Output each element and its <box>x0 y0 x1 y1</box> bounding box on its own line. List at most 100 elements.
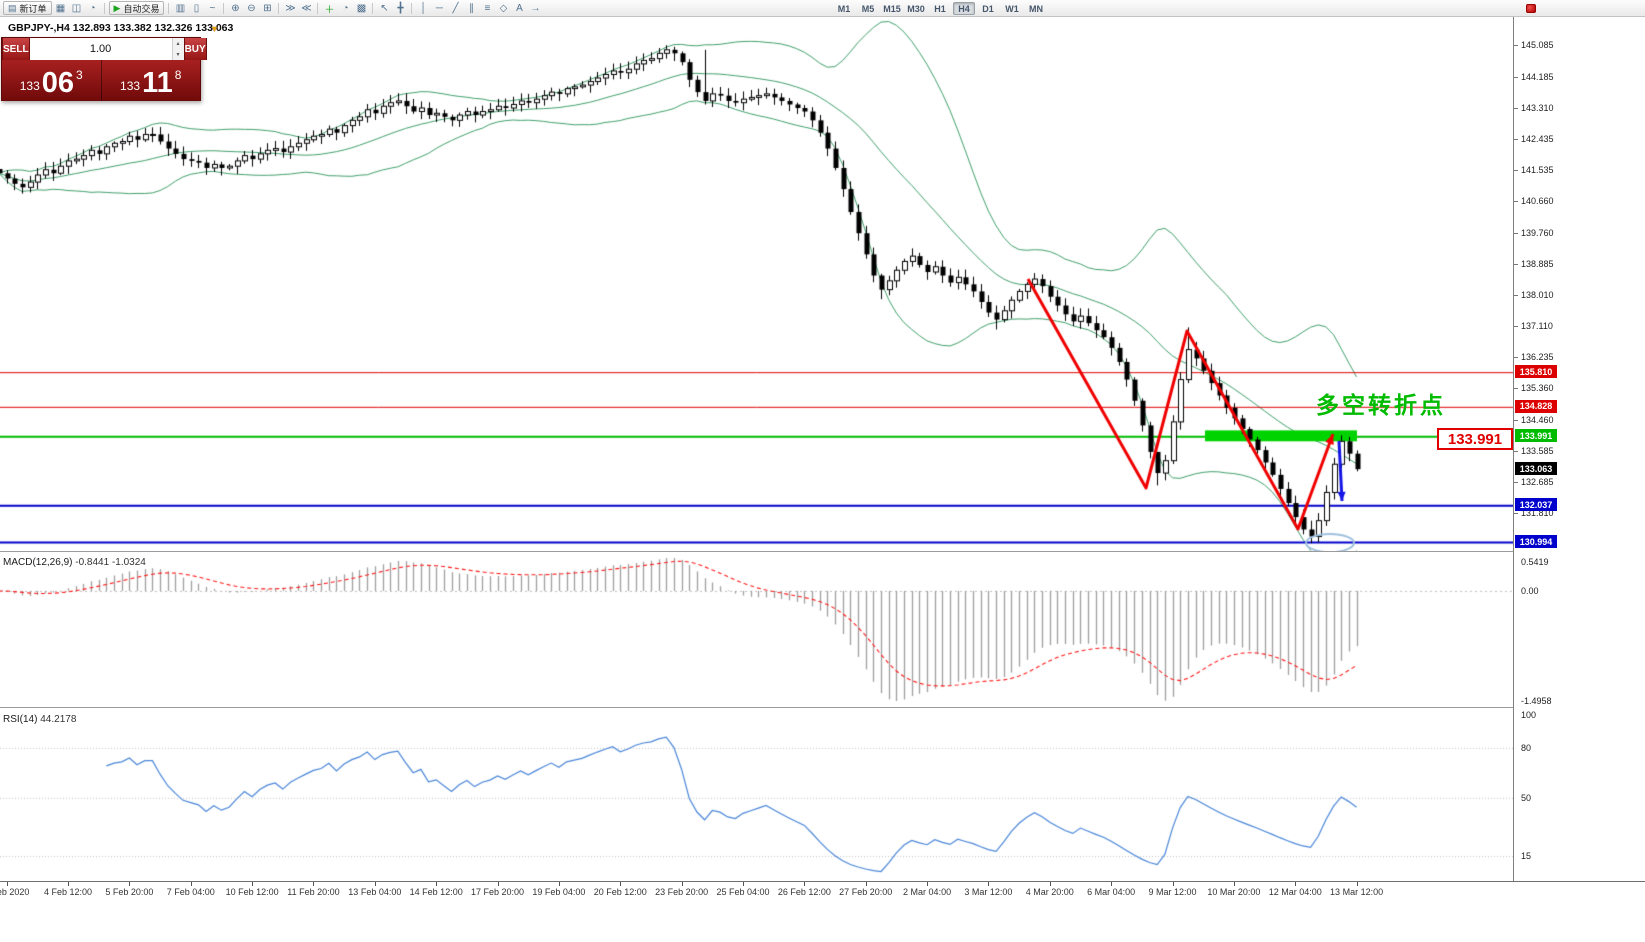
timeframe-button-m5[interactable]: M5 <box>861 3 875 14</box>
timeframe-button-m15[interactable]: M15 <box>883 3 901 14</box>
cursor-icon[interactable]: ↖ <box>380 2 389 14</box>
fibonacci-icon[interactable]: ≡ <box>484 2 491 14</box>
buy-price-display[interactable]: 133 11 8 <box>102 60 201 101</box>
history-center-icon[interactable]: ◔ <box>89 2 96 14</box>
trendline-icon[interactable]: ╱ <box>452 2 459 14</box>
toolbar-left-groups: ▤ 新订单 ▦ ◫ ◔ ▶ 自动交易 ▥ ▯ ~ ⊕ ⊖ ⊞ ≫ ≪ ＋ ◔ ▩ ↖ ╋ │ ─ ╱ ∥ ≡ ◇ A → <box>0 0 543 17</box>
panel-separator[interactable] <box>0 551 1645 552</box>
axis-tick <box>1514 388 1518 390</box>
timeframe-button-w1[interactable]: W1 <box>1005 3 1019 14</box>
horizontal-line-icon[interactable]: ─ <box>435 2 444 14</box>
arrows-icon[interactable]: → <box>530 2 541 14</box>
axis-tick <box>1514 232 1518 234</box>
axis-tick <box>1514 419 1518 421</box>
toolbar-separator <box>168 2 170 14</box>
shapes-icon[interactable]: ◇ <box>499 2 508 14</box>
axis-tick <box>1514 326 1518 328</box>
price-axis-tick: 132.685 <box>1521 477 1554 488</box>
axis-tick <box>1514 513 1518 515</box>
volume-increase-button[interactable]: ▴ <box>172 38 184 49</box>
timeframe-toolbar: M1 M5 M15 M30 H1 H4 D1 W1 MN <box>832 0 1048 17</box>
time-axis-tick <box>252 882 254 886</box>
hline-price-marker: 133.991 <box>1515 429 1557 443</box>
indicators-icon[interactable]: ＋ <box>324 4 335 16</box>
price-axis-tick: 143.310 <box>1521 102 1554 113</box>
sell-price-display[interactable]: 133 06 3 <box>2 60 101 101</box>
line-chart-icon[interactable]: ~ <box>209 2 216 14</box>
axis-tick <box>1514 450 1518 452</box>
volume-box: ▴ ▾ <box>29 38 184 60</box>
time-axis-tick <box>865 882 867 886</box>
time-axis-label: 6 Mar 04:00 <box>1087 887 1136 897</box>
chart-window-icon[interactable]: ▦ <box>55 2 66 14</box>
time-axis-tick <box>68 882 70 886</box>
candlestick-chart-icon[interactable]: ▯ <box>193 2 200 14</box>
time-axis-label: 26 Feb 12:00 <box>777 887 831 897</box>
price-axis-tick: 145.085 <box>1521 40 1554 51</box>
timeframe-button-m1[interactable]: M1 <box>837 3 851 14</box>
sell-price-big: 06 <box>41 67 75 99</box>
panel-separator[interactable] <box>0 707 1645 708</box>
volume-input[interactable] <box>29 38 172 60</box>
volume-spinner: ▴ ▾ <box>171 38 184 60</box>
toolbar-separator <box>278 2 280 14</box>
axis-tick <box>1514 201 1518 203</box>
rsi-canvas[interactable] <box>0 708 1513 881</box>
axis-tick <box>1514 357 1518 359</box>
timeframe-button-h4[interactable]: H4 <box>953 2 975 15</box>
hline-price-marker: 132.037 <box>1515 498 1557 512</box>
chart-shift-icon[interactable]: ≪ <box>301 2 312 14</box>
price-axis-tick: 138.010 <box>1521 289 1554 300</box>
zoom-out-icon[interactable]: ⊖ <box>247 2 256 14</box>
market-watch-icon[interactable]: ◫ <box>71 2 82 14</box>
price-callout: 133.991 <box>1437 428 1513 450</box>
vertical-line-icon[interactable]: │ <box>420 2 427 14</box>
price-axis[interactable]: 145.085 144.185 143.310 142.435 141.535 140.6… <box>1513 17 1645 882</box>
timeframe-button-h1[interactable]: H1 <box>934 3 946 14</box>
volume-decrease-button[interactable]: ▾ <box>172 49 184 60</box>
crosshair-icon[interactable]: ╋ <box>397 2 404 14</box>
bar-chart-icon[interactable]: ▥ <box>175 2 186 14</box>
timeframe-button-m30[interactable]: M30 <box>907 3 925 14</box>
time-axis-tick <box>742 882 744 886</box>
time-axis-tick <box>6 882 8 886</box>
sell-button[interactable]: SELL <box>2 38 30 60</box>
rsi-axis-label: 100 <box>1521 709 1537 720</box>
price-axis-tick: 141.535 <box>1521 165 1554 176</box>
zoom-in-icon[interactable]: ⊕ <box>231 2 240 14</box>
time-axis-label: 4 Mar 20:00 <box>1025 887 1074 897</box>
tile-windows-icon[interactable]: ⊞ <box>263 2 272 14</box>
new-order-icon[interactable]: ▤ 新订单 <box>3 1 52 15</box>
buy-price-prefix: 133 <box>120 79 141 93</box>
toolbar-separator <box>372 2 374 14</box>
axis-tick <box>1514 263 1518 265</box>
time-axis-tick <box>620 882 622 886</box>
time-axis-label: 25 Feb 04:00 <box>716 887 770 897</box>
auto-trading-icon[interactable]: ▶ 自动交易 <box>108 1 165 15</box>
auto-scroll-icon[interactable]: ≫ <box>285 2 296 14</box>
time-axis-tick <box>681 882 683 886</box>
time-axis[interactable]: 3 Feb 2020 4 Feb 12:00 5 Feb 20:00 7 Feb 04… <box>0 881 1645 913</box>
periods-icon[interactable]: ◔ <box>342 2 349 14</box>
toolbar: ▤ 新订单 ▦ ◫ ◔ ▶ 自动交易 ▥ ▯ ~ ⊕ ⊖ ⊞ ≫ ≪ ＋ ◔ ▩ ↖ ╋ │ ─ ╱ ∥ ≡ ◇ A → M1 M5 M1… <box>0 0 1645 17</box>
main-chart-canvas[interactable] <box>0 17 1513 551</box>
price-axis-tick: 131.810 <box>1521 508 1554 519</box>
one-click-panel-toggle-icon[interactable]: ▾ <box>212 24 218 35</box>
time-axis-tick <box>436 882 438 886</box>
time-axis-label: 11 Feb 20:00 <box>287 887 340 897</box>
time-axis-label: 7 Feb 04:00 <box>166 887 215 897</box>
toolbar-separator <box>411 2 413 14</box>
macd-canvas[interactable] <box>0 552 1513 707</box>
equidistant-channel-icon[interactable]: ∥ <box>468 2 474 14</box>
alert-icon[interactable] <box>1526 4 1536 13</box>
time-axis-tick <box>129 882 131 886</box>
text-icon[interactable]: A <box>516 2 523 14</box>
timeframe-button-d1[interactable]: D1 <box>982 3 994 14</box>
new-order-icon: ▤ <box>8 2 17 13</box>
time-axis-tick <box>1049 882 1051 886</box>
time-axis-label: 5 Feb 20:00 <box>105 887 154 897</box>
time-axis-tick <box>1233 882 1235 886</box>
timeframe-button-mn[interactable]: MN <box>1029 3 1043 14</box>
templates-icon[interactable]: ▩ <box>356 2 367 14</box>
buy-button[interactable]: BUY <box>183 38 207 60</box>
